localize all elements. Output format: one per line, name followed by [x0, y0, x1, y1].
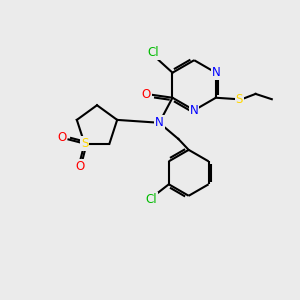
Text: N: N: [212, 66, 220, 79]
Text: Cl: Cl: [145, 193, 157, 206]
Text: S: S: [81, 137, 88, 150]
Text: S: S: [236, 93, 243, 106]
Text: N: N: [155, 116, 164, 129]
Text: Cl: Cl: [147, 46, 159, 59]
Text: O: O: [141, 88, 151, 101]
Text: N: N: [190, 104, 199, 117]
Text: O: O: [57, 131, 66, 144]
Text: O: O: [76, 160, 85, 173]
